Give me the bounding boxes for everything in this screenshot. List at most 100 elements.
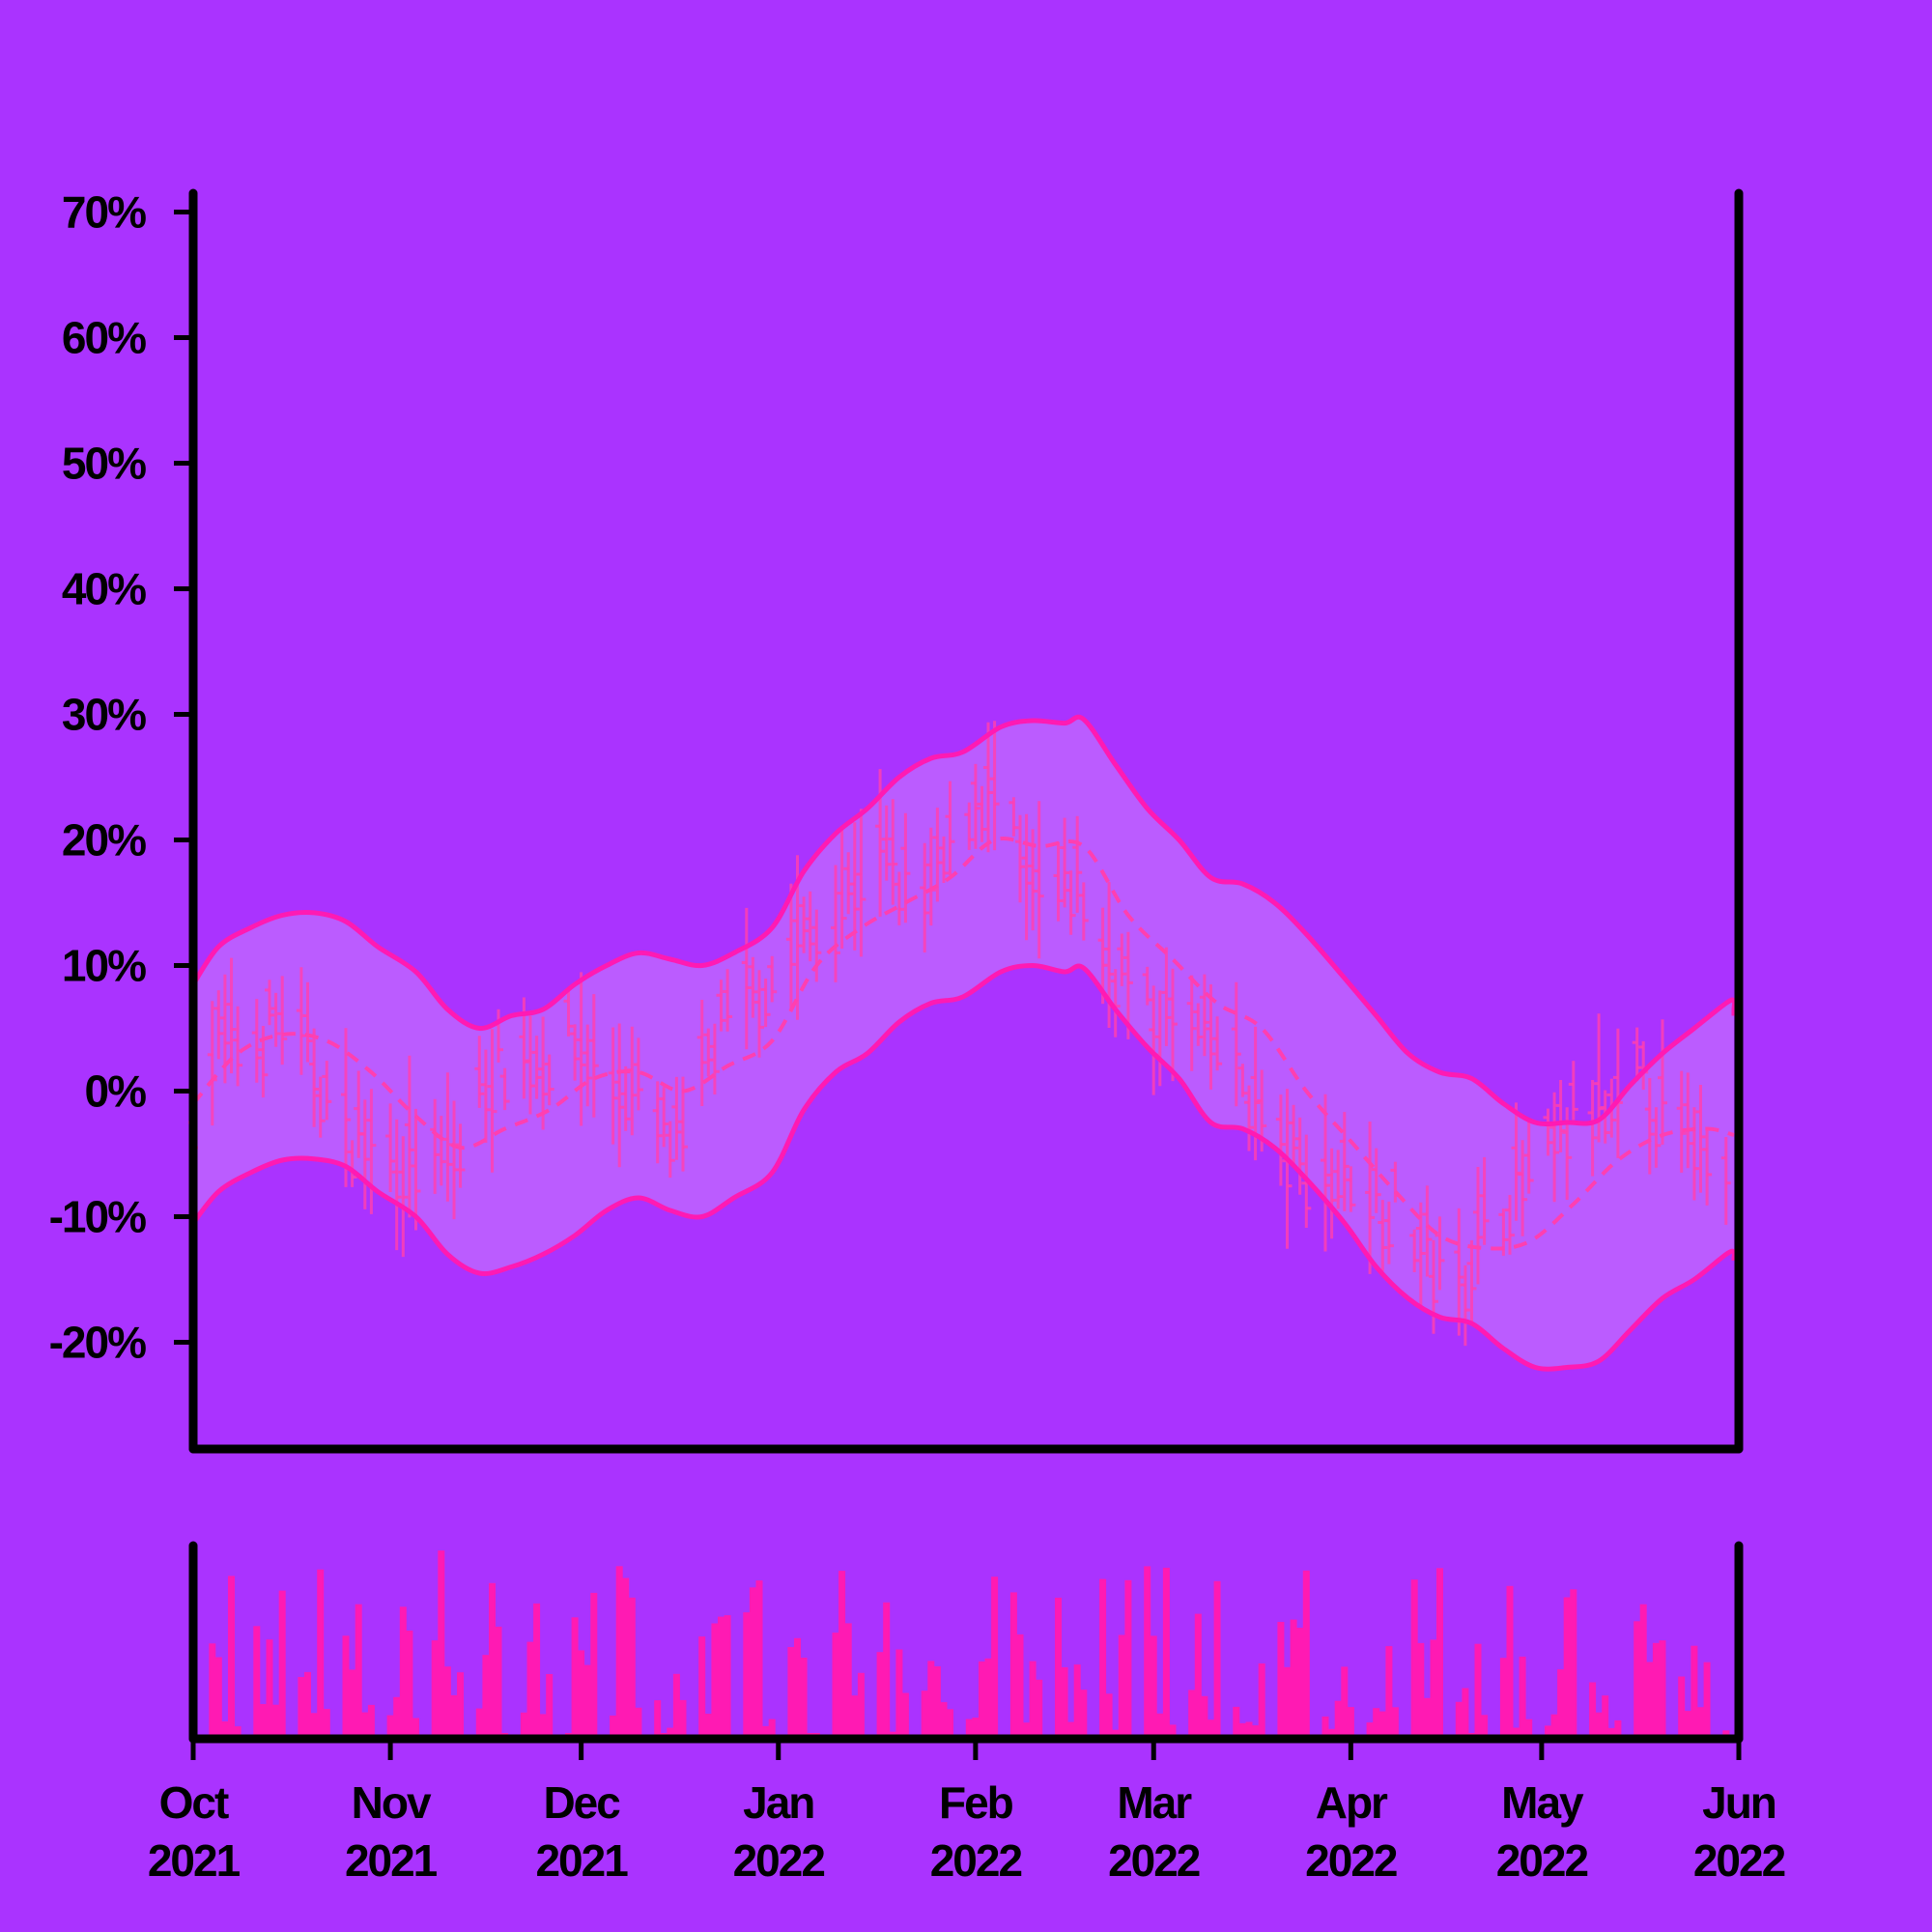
y-tick-label: 20% — [62, 815, 146, 866]
volume-bar — [1545, 1725, 1551, 1739]
volume-bar — [1162, 1567, 1170, 1739]
x-tick-year: 2021 — [148, 1835, 241, 1886]
y-tick-label: 0% — [85, 1066, 147, 1117]
volume-bar — [438, 1550, 445, 1739]
volume-bar — [755, 1580, 763, 1739]
volume-bar — [1073, 1664, 1081, 1739]
volume-bar — [921, 1690, 928, 1739]
volume-bar — [724, 1615, 731, 1739]
volume-bar — [615, 1566, 623, 1739]
x-tick-month: Jun — [1702, 1777, 1776, 1828]
volume-bar — [1118, 1634, 1125, 1739]
volume-bar — [1391, 1707, 1399, 1739]
volume-bar — [1634, 1621, 1641, 1739]
volume-bar — [342, 1635, 350, 1739]
volume-bar — [1595, 1712, 1603, 1739]
volume-bar — [317, 1569, 325, 1739]
volume-bar — [526, 1641, 534, 1739]
x-tick-year: 2022 — [1305, 1835, 1397, 1886]
volume-bar — [1417, 1642, 1425, 1739]
volume-bar — [278, 1590, 286, 1739]
volume-bar — [1646, 1662, 1654, 1739]
volume-bar — [1506, 1585, 1514, 1739]
volume-bar — [1550, 1714, 1558, 1739]
volume-bar — [972, 1718, 980, 1739]
volume-bar — [1105, 1693, 1113, 1739]
volume-bar — [1016, 1634, 1024, 1739]
x-tick-year: 2022 — [930, 1835, 1022, 1886]
x-tick-month: Jan — [743, 1777, 813, 1828]
x-tick-month: Oct — [159, 1777, 229, 1828]
volume-bar — [1462, 1688, 1469, 1739]
volume-bar — [1703, 1662, 1711, 1739]
x-tick-year: 2022 — [733, 1835, 825, 1886]
volume-bar — [1481, 1715, 1489, 1739]
volume-panel — [189, 1550, 1730, 1739]
x-tick-year: 2021 — [535, 1835, 628, 1886]
volume-bar — [654, 1700, 662, 1739]
volume-bar — [635, 1707, 642, 1739]
volume-bar — [450, 1694, 458, 1739]
bollinger-band — [193, 717, 1735, 1370]
volume-bar — [1678, 1676, 1686, 1739]
volume-bar — [711, 1623, 719, 1739]
volume-bar — [1347, 1707, 1354, 1739]
y-tick-label: 40% — [62, 564, 146, 614]
volume-bar — [1436, 1568, 1443, 1739]
y-tick-label: 30% — [62, 690, 146, 740]
volume-bar — [743, 1612, 751, 1739]
volume-bar — [704, 1714, 712, 1739]
volume-bar — [838, 1571, 846, 1739]
volume-bar — [1296, 1628, 1304, 1739]
volume-bar — [876, 1652, 884, 1739]
volume-bar — [1614, 1719, 1622, 1739]
volume-bar — [1430, 1639, 1437, 1739]
volume-bar — [259, 1704, 267, 1739]
band-upper-line — [190, 714, 1738, 1127]
volume-bar — [628, 1597, 636, 1739]
volume-bar — [1188, 1690, 1196, 1739]
volume-bar — [1036, 1679, 1043, 1739]
volume-bar — [1690, 1645, 1698, 1739]
volume-bar — [832, 1633, 839, 1739]
volume-bar — [718, 1616, 724, 1739]
volume-bar — [1321, 1716, 1329, 1739]
x-tick-year: 2021 — [345, 1835, 438, 1886]
volume-bar — [1570, 1589, 1577, 1739]
volume-bar — [610, 1715, 617, 1739]
volume-bar — [883, 1602, 891, 1739]
volume-bar — [1277, 1622, 1285, 1739]
x-tick-month: Apr — [1316, 1777, 1388, 1828]
volume-bar — [412, 1718, 419, 1739]
volume-bar — [406, 1631, 413, 1739]
volume-bar — [475, 1708, 483, 1739]
volume-bar — [1499, 1658, 1507, 1739]
volume-bar — [1659, 1640, 1666, 1739]
volume-bar — [578, 1650, 585, 1739]
volume-bar — [800, 1658, 808, 1739]
volume-bar — [266, 1639, 273, 1739]
volume-bar — [1290, 1619, 1297, 1739]
x-tick-month: Mar — [1117, 1777, 1192, 1828]
volume-bar — [1080, 1690, 1088, 1739]
volume-bar — [1378, 1711, 1386, 1739]
volume-bar — [304, 1671, 311, 1739]
volume-bar — [1639, 1604, 1647, 1739]
y-tick-label: 50% — [62, 439, 146, 489]
volume-bar — [1169, 1724, 1177, 1739]
y-tick-label: 10% — [62, 941, 146, 991]
volume-bar — [228, 1576, 235, 1739]
volume-bar — [209, 1643, 216, 1739]
volume-bar — [1525, 1719, 1533, 1739]
y-axis-ticks: 70% 60% 50% 40% 30% 20% 10% 0% -10% -20% — [49, 187, 193, 1368]
volume-bar — [367, 1704, 375, 1739]
y-tick-label: -10% — [49, 1192, 146, 1242]
volume-bar — [221, 1721, 229, 1739]
volume-bar — [1697, 1707, 1704, 1739]
volume-bar — [1607, 1727, 1615, 1739]
volume-bar — [857, 1672, 865, 1739]
volume-bar — [546, 1674, 554, 1739]
volume-bar — [272, 1704, 280, 1739]
volume-bar — [310, 1713, 318, 1739]
